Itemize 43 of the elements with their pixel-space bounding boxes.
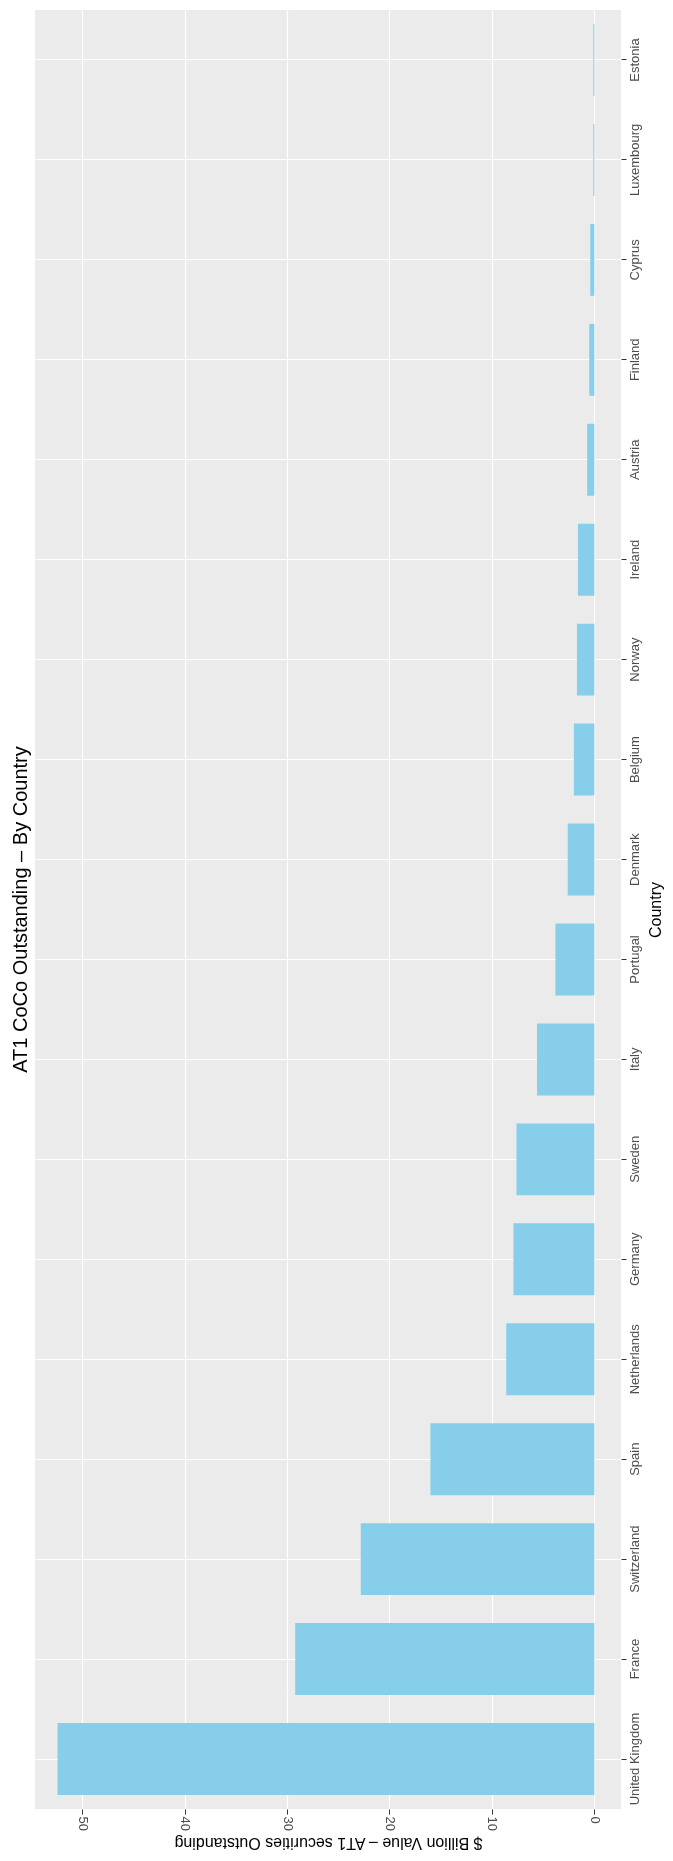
y-tick-label: Estonia: [626, 37, 642, 82]
y-tick-label: Switzerland: [626, 1525, 642, 1593]
x-tick-label: 30: [280, 1816, 296, 1831]
bar: [587, 423, 595, 496]
y-tick-label: Austria: [626, 438, 642, 480]
bar: [57, 1723, 595, 1796]
y-tick-label: Portugal: [626, 935, 642, 984]
bar: [576, 623, 595, 696]
bar: [589, 323, 595, 396]
x-tick-label: 20: [382, 1816, 398, 1831]
y-tick-label: Belgium: [626, 736, 642, 784]
bar: [536, 1023, 595, 1096]
bar: [513, 1223, 595, 1296]
bar: [590, 223, 595, 296]
x-tick-label: 50: [75, 1816, 91, 1831]
y-tick-label: Netherlands: [626, 1323, 642, 1395]
y-tick-label: Norway: [626, 637, 642, 682]
text: AT1 CoCo Outstanding – By Country: [9, 746, 31, 1073]
x-tick-label: 40: [178, 1816, 194, 1831]
bar: [577, 523, 595, 596]
x-tick-label: 0: [587, 1816, 603, 1824]
bar: [555, 923, 595, 996]
x-axis-title: $ Billion Value – AT1 securities Outstanding: [174, 1834, 483, 1852]
x-tick-label: 10: [485, 1816, 501, 1831]
y-tick-label: United Kingdom: [626, 1712, 642, 1806]
y-tick-label: Finland: [626, 338, 642, 382]
y-tick-label: Luxembourg: [626, 123, 642, 197]
bar: [567, 823, 595, 896]
y-tick-label: Germany: [626, 1232, 642, 1287]
bar: [360, 1523, 595, 1596]
bar: [506, 1323, 595, 1396]
y-tick-label: Spain: [626, 1442, 642, 1476]
bar: [295, 1623, 595, 1696]
bar: [430, 1423, 595, 1496]
bar: [573, 723, 595, 796]
y-tick-label: Italy: [626, 1047, 642, 1072]
y-tick-label: Sweden: [626, 1135, 642, 1183]
bar: [516, 1123, 595, 1196]
y-tick-label: Cyprus: [626, 238, 642, 281]
y-tick-label: Denmark: [626, 832, 642, 886]
y-tick-label: Ireland: [626, 539, 642, 580]
y-axis-title: Country: [646, 881, 664, 939]
y-tick-label: France: [626, 1638, 642, 1680]
